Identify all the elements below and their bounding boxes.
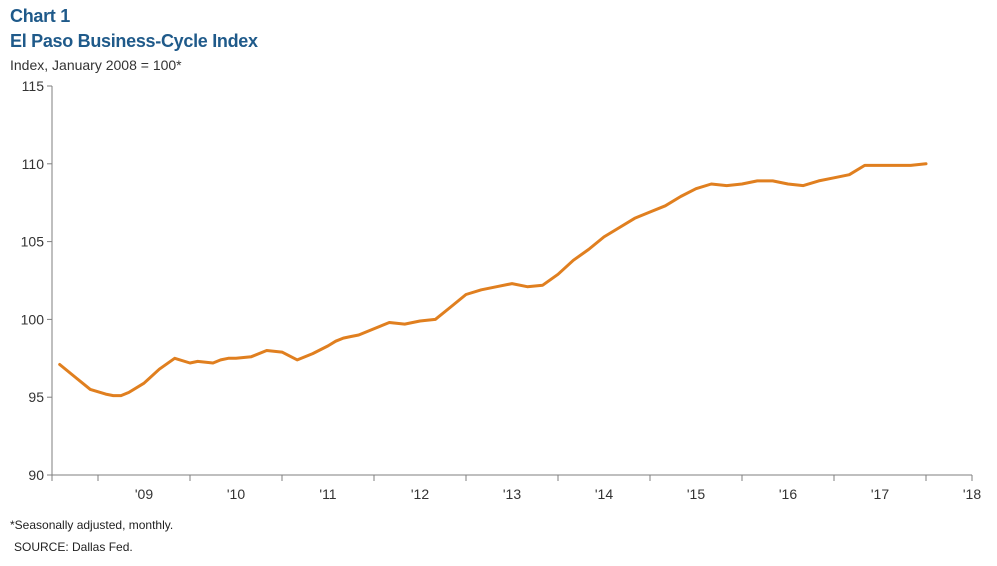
x-tick-label: '17 [871,486,889,502]
y-tick-label: 110 [22,156,45,172]
x-tick-label: '12 [411,486,429,502]
y-tick-label: 95 [28,389,44,405]
chart-subtitle: Index, January 2008 = 100* [10,57,182,73]
y-tick-label: 90 [28,467,44,483]
chart-label: Chart 1 [10,6,70,26]
x-tick-label: '11 [319,486,336,502]
x-tick-label: '16 [779,486,797,502]
series-line-index [58,162,928,398]
x-tick-label: '15 [687,486,705,502]
y-tick-label: 115 [22,78,45,94]
x-tick-label: '09 [135,486,153,502]
y-tick-label: 105 [21,234,45,250]
y-tick-label: 100 [21,311,45,327]
footnote: *Seasonally adjusted, monthly. [10,518,174,532]
source-note: SOURCE: Dallas Fed. [14,540,133,554]
x-tick-label: '14 [595,486,613,502]
x-tick-label: '18 [963,486,981,502]
chart-title: El Paso Business-Cycle Index [10,31,258,51]
x-tick-label: '13 [503,486,521,502]
x-tick-label: '10 [227,486,245,502]
